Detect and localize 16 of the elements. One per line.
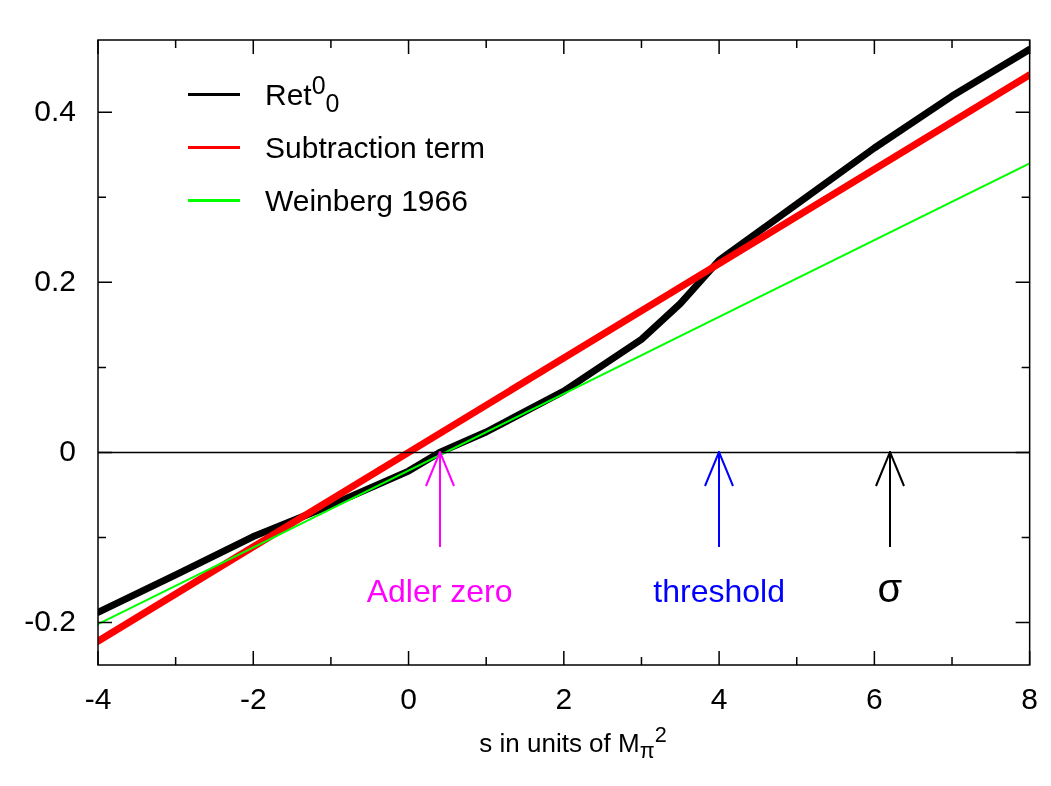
x-tick-label: -2 <box>239 682 267 716</box>
annotation: threshold <box>653 573 785 610</box>
x-tick-label: 8 <box>1021 682 1038 716</box>
x-tick-label: -4 <box>84 682 112 716</box>
annotation: Adler zero <box>366 573 513 610</box>
x-tick-label: 2 <box>555 682 573 716</box>
y-tick-label: -0.2 <box>24 603 76 637</box>
x-tick-label: 4 <box>710 682 728 716</box>
annotation: σ <box>877 566 903 611</box>
x-tick-label: 0 <box>400 682 417 716</box>
x-tick-label: 6 <box>866 682 883 716</box>
y-tick-label: 0 <box>59 433 76 467</box>
y-tick-label: 0.4 <box>34 93 76 127</box>
y-tick-label: 0.2 <box>34 263 76 297</box>
legend-label: Subtraction term <box>265 130 486 165</box>
legend-label: Weinberg 1966 <box>265 183 468 218</box>
